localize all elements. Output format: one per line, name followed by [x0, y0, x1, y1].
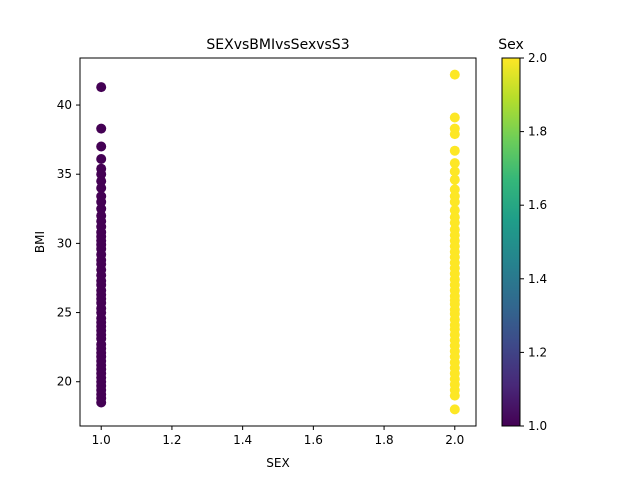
x-axis-label: SEX — [266, 456, 289, 470]
data-point-s0 — [96, 123, 107, 134]
colorbar-label: Sex — [498, 37, 524, 53]
data-point-s1 — [449, 112, 460, 123]
y-tick-label: 35 — [57, 167, 72, 181]
data-point-s0 — [96, 196, 107, 207]
colorbar — [501, 57, 521, 427]
colorbar-tick-label: 1.8 — [528, 125, 547, 139]
colorbar-tick-label: 1.2 — [528, 345, 547, 359]
data-point-s0 — [96, 169, 107, 180]
data-point-s1 — [449, 184, 460, 195]
data-point-s1 — [449, 69, 460, 80]
data-point-s1 — [449, 158, 460, 169]
x-tick-label: 1.0 — [92, 433, 111, 447]
y-axis-label: BMI — [33, 231, 47, 253]
colorbar-tick-label: 1.6 — [528, 198, 547, 212]
data-point-s1 — [449, 205, 460, 216]
data-point-s1 — [449, 217, 460, 228]
x-tick-label: 2.0 — [445, 433, 464, 447]
data-point-s1 — [449, 145, 460, 156]
chart-title: SEXvsBMIvsSexvsS3 — [206, 37, 349, 53]
data-point-s1 — [449, 174, 460, 185]
data-point-s1 — [449, 166, 460, 177]
data-point-s1 — [449, 390, 460, 401]
colorbar-tick-label: 1.4 — [528, 272, 547, 286]
y-tick-label: 20 — [57, 375, 72, 389]
data-point-s0 — [96, 176, 107, 187]
data-point-s0 — [96, 397, 107, 408]
y-tick-label: 30 — [57, 236, 72, 250]
data-point-s0 — [96, 82, 107, 93]
points-layer — [96, 69, 460, 415]
data-point-s0 — [96, 154, 107, 164]
x-tick-label: 1.4 — [233, 433, 252, 447]
x-tick-label: 1.6 — [304, 433, 323, 447]
colorbar-tick-label: 1.0 — [528, 419, 547, 433]
data-point-s0 — [96, 203, 107, 214]
x-tick-label: 1.8 — [375, 433, 394, 447]
y-axis: 20 25 30 35 40 — [57, 98, 80, 389]
data-point-s1 — [449, 196, 460, 207]
colorbar-axis: 1.0 1.2 1.4 1.6 1.8 2.0 — [520, 51, 547, 433]
data-point-s1 — [449, 129, 460, 140]
plot-frame — [79, 57, 477, 427]
x-axis: 1.0 1.2 1.4 1.6 1.8 2.0 — [92, 426, 464, 447]
colorbar-tick-label: 2.0 — [528, 51, 547, 65]
y-tick-label: 25 — [57, 306, 72, 320]
data-point-s0 — [96, 183, 107, 193]
data-point-s0 — [96, 141, 107, 152]
x-tick-label: 1.2 — [162, 433, 181, 447]
data-point-s1 — [449, 404, 460, 415]
y-tick-label: 40 — [57, 98, 72, 112]
